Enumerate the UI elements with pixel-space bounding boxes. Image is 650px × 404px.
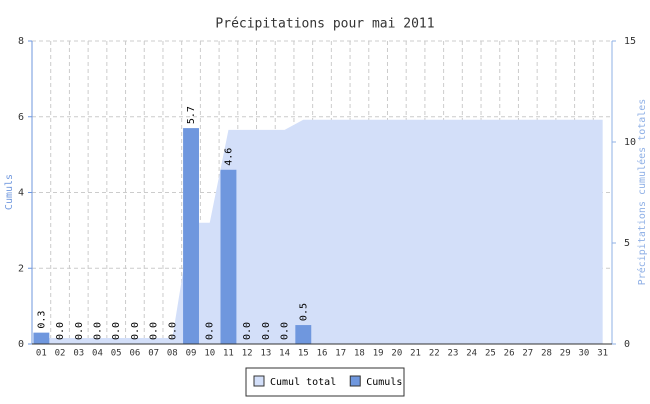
bar [33,332,50,344]
value-label: 0.0 [74,322,85,340]
value-label: 0.0 [149,322,160,340]
y-tick-label: 2 [18,263,24,274]
y2-tick-label: 5 [624,238,630,249]
x-tick-label: 07 [148,349,159,359]
x-tick-label: 14 [279,349,290,359]
value-label: 0.0 [130,322,141,340]
x-tick-label: 20 [391,349,402,359]
value-label: 0.0 [205,322,216,340]
x-tick-label: 12 [242,349,253,359]
value-label: 0.0 [261,322,272,340]
y-axis-title: Cumuls [4,174,15,210]
bar [183,128,199,344]
x-tick-label: 23 [448,349,459,359]
value-label: 0.0 [111,322,122,340]
legend-label: Cumuls [366,377,402,388]
legend-swatch [253,375,265,387]
y2-tick-label: 15 [624,36,636,47]
value-label: 0.0 [92,322,103,340]
value-label: 0.5 [298,303,309,321]
x-tick-label: 06 [129,349,140,359]
y-tick-label: 4 [18,188,24,199]
y2-tick-label: 10 [624,137,636,148]
area [41,119,603,344]
x-tick-label: 16 [317,349,328,359]
x-tick-label: 30 [579,349,590,359]
y2-tick-label: 0 [624,339,630,350]
value-label: 0.0 [280,322,291,340]
x-tick-label: 25 [485,349,496,359]
x-tick-label: 01 [36,349,47,359]
legend-label: Cumul total [270,377,336,388]
bar [295,325,312,344]
x-tick-label: 22 [429,349,440,359]
x-tick-label: 04 [92,349,103,359]
x-tick-label: 27 [522,349,533,359]
x-tick-label: 17 [335,349,346,359]
x-tick-label: 09 [186,349,197,359]
legend-swatch [349,375,361,387]
x-tick-label: 05 [111,349,122,359]
y-tick-label: 0 [18,339,24,350]
bar [220,169,237,344]
x-tick-label: 18 [354,349,365,359]
x-tick-label: 13 [260,349,271,359]
value-label: 0.0 [242,322,253,340]
x-tick-label: 31 [597,349,608,359]
x-tick-label: 19 [373,349,384,359]
x-tick-label: 24 [466,349,477,359]
value-label: 4.6 [223,148,234,166]
x-tick-label: 29 [560,349,571,359]
x-tick-label: 21 [410,349,421,359]
x-tick-label: 08 [167,349,178,359]
y-tick-label: 6 [18,112,24,123]
x-tick-label: 28 [541,349,552,359]
x-tick-label: 02 [55,349,66,359]
value-label: 0.3 [36,311,47,329]
x-tick-label: 10 [204,349,215,359]
value-label: 0.0 [55,322,66,340]
x-tick-label: 26 [504,349,515,359]
x-tick-label: 11 [223,349,234,359]
value-label: 5.7 [186,106,197,124]
legend-box [245,367,405,397]
x-tick-label: 15 [298,349,309,359]
chart-title: Précipitations pour mai 2011 [215,17,434,32]
y2-axis-title: Précipitations cumulées totales [636,99,648,286]
x-tick-label: 03 [73,349,84,359]
y-tick-label: 8 [18,36,24,47]
value-label: 0.0 [167,322,178,340]
